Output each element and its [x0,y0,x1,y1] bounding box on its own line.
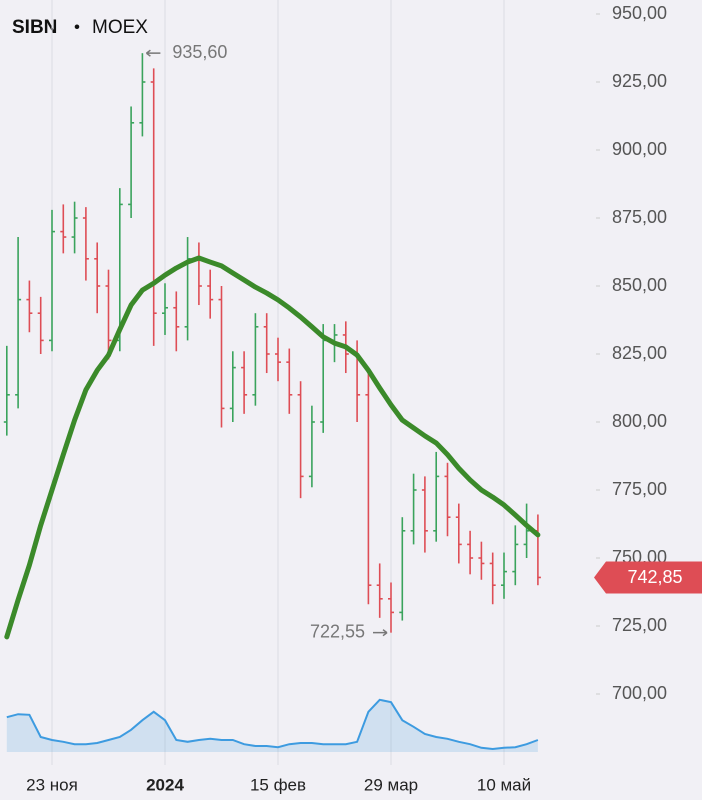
annotation-label: 722,55 [310,621,365,641]
header: SIBN • MOEX [12,17,148,38]
x-tick-label: 29 мар [364,775,418,794]
x-tick-label: 23 ноя [26,775,78,794]
y-tick-label: 775,00 [612,479,667,499]
ticker: SIBN [12,17,57,38]
annotation-label: 935,60 [172,42,227,62]
x-tick-label: 15 фев [250,775,306,794]
price-tag-label: 742,85 [627,567,682,587]
y-tick-label: 700,00 [612,683,667,703]
exchange: MOEX [92,17,148,38]
separator: • [74,17,80,36]
y-tick-label: 875,00 [612,207,667,227]
x-tick-label: 10 май [477,775,531,794]
y-tick-label: 850,00 [612,275,667,295]
annotation-arrow [145,49,161,57]
y-tick-label: 825,00 [612,343,667,363]
annotation-arrow [373,629,388,637]
y-tick-label: 950,00 [612,3,667,23]
moving-average [4,255,541,640]
x-tick-label: 2024 [146,775,184,794]
price-tag [594,561,702,594]
y-tick-label: 800,00 [612,411,667,431]
volume-area [6,699,538,752]
y-tick-label: 925,00 [612,71,667,91]
y-tick-label: 900,00 [612,139,667,159]
y-tick-label: 725,00 [612,615,667,635]
volume-line [6,698,539,751]
